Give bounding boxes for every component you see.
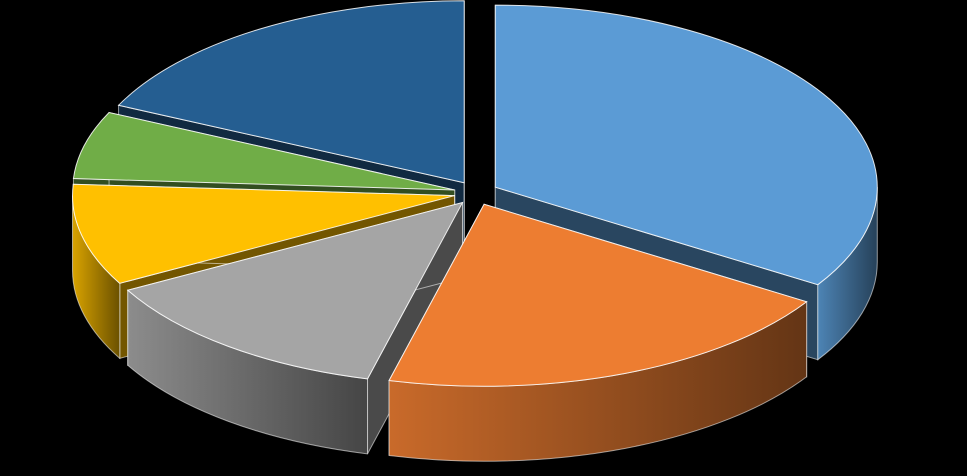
slice-top-face: [117, 0, 465, 184]
slice-top-face: [126, 201, 464, 380]
slice-top-face: [72, 183, 455, 284]
slice-top-face: [388, 203, 808, 387]
pie-slice-2: [388, 203, 808, 462]
slice-top-face: [72, 111, 455, 191]
slice-top-face: [494, 4, 878, 286]
